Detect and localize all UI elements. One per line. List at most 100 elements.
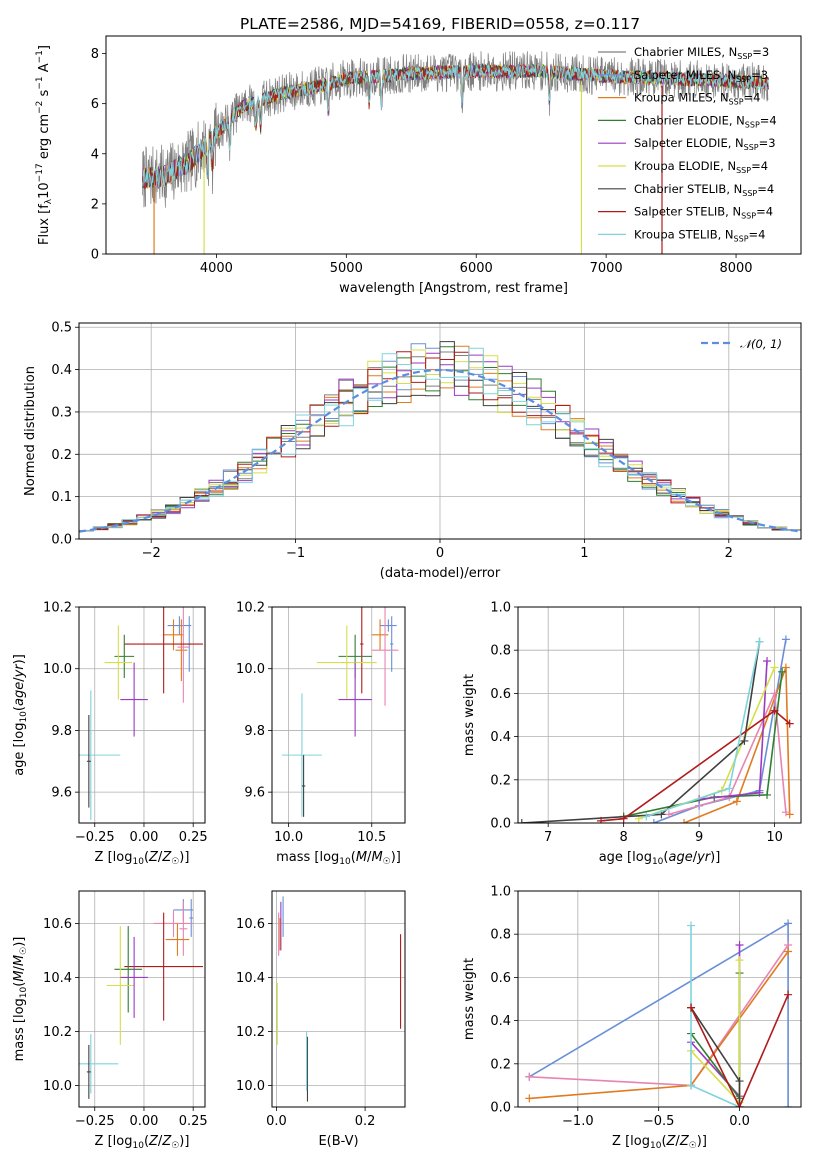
mass-vs-extinction-panel: 0.0 0.2 10.0 10.2 10.4 10.6 E(B-V) <box>236 890 406 1149</box>
weight-marker <box>735 941 744 949</box>
mass-weight-line <box>600 709 791 822</box>
x-tick-label: 5000 <box>330 261 363 276</box>
grid-lines <box>79 891 205 1107</box>
y-tick-label: 9.6 <box>244 786 265 801</box>
x-tick-label: 0.0 <box>729 1114 750 1129</box>
grid-lines <box>272 891 405 1107</box>
y-tick-label: 10.2 <box>236 1025 265 1040</box>
axes-frame <box>271 890 406 1108</box>
plot-area <box>79 341 801 533</box>
plot-area <box>518 635 794 823</box>
residual-histogram-step <box>79 351 801 532</box>
x-axis-label: E(B-V) <box>318 1134 358 1149</box>
axes-frame <box>271 606 406 824</box>
y-tick-label: 0.1 <box>51 490 72 505</box>
weight-marker <box>781 663 790 672</box>
y-tick-label: 0.6 <box>490 687 511 702</box>
plot-area <box>525 919 793 1107</box>
x-tick-label: 7000 <box>590 261 623 276</box>
legend-entry: Salpeter MILES, NSSP=3 <box>634 68 768 84</box>
weight-marker <box>735 1077 744 1086</box>
y-axis-label: Normed distribution <box>23 366 38 496</box>
y-tick-label: 6 <box>91 97 99 112</box>
weight-marker <box>735 956 744 965</box>
weight-marker <box>740 736 749 745</box>
axes-frame <box>78 890 206 1108</box>
y-tick-label: 0 <box>91 248 99 263</box>
y-tick-label: 10.4 <box>43 971 72 986</box>
x-tick-label: 9 <box>695 830 703 845</box>
y-tick-label: 1.0 <box>490 885 511 900</box>
age-vs-metallicity-panel: −0.25 0.00 0.25 9.6 9.8 10.0 10.2 Z [log10(Z/Z☉… <box>12 601 208 868</box>
y-tick-label: 0.2 <box>51 448 72 463</box>
x-axis-label: Z [log10(Z/Z☉)] <box>612 1134 707 1151</box>
y-axis-label: mass weight <box>462 674 477 756</box>
x-axis-label: Z [log10(Z/Z☉)] <box>95 1134 190 1151</box>
model-spectrum-line <box>142 63 769 189</box>
weight-marker <box>725 784 734 793</box>
weight-marker <box>525 1094 534 1103</box>
x-tick-label: 0.00 <box>129 830 158 845</box>
weight-marker <box>784 1103 793 1107</box>
weight-marker <box>642 812 651 821</box>
y-tick-label: 10.0 <box>43 1079 72 1094</box>
weight-marker <box>784 947 793 956</box>
y-tick-label: 0.6 <box>490 971 511 986</box>
x-tick-label: 0.2 <box>355 1114 376 1129</box>
weight-marker <box>597 816 606 823</box>
residual-histogram-step <box>79 347 801 532</box>
y-tick-label: 9.8 <box>244 724 265 739</box>
weight-marker <box>735 1103 744 1107</box>
y-tick-label: 0.0 <box>51 533 72 548</box>
axes-frame <box>517 606 802 824</box>
axes-frame <box>517 890 802 1108</box>
weight-marker <box>680 819 689 823</box>
mass-weight-line <box>683 667 791 823</box>
legend-entry: Chabrier ELODIE, NSSP=4 <box>634 113 777 129</box>
x-tick-label: 6000 <box>460 261 493 276</box>
y-axis-label: age [log10(age/yr)] <box>12 654 29 776</box>
y-tick-label: 0.5 <box>51 321 72 336</box>
y-tick-label: 10.6 <box>43 917 72 932</box>
weight-marker <box>732 797 741 806</box>
y-tick-label: 0.0 <box>490 817 511 832</box>
x-axis-label: age [log10(age/yr)] <box>599 850 721 867</box>
legend-entry: Kroupa STELIB, NSSP=4 <box>634 227 765 243</box>
weight-marker <box>687 1081 696 1090</box>
x-tick-label: 1 <box>580 546 588 561</box>
weight-marker <box>763 657 772 665</box>
legend-entry: 𝒩(0, 1) <box>740 337 782 351</box>
legend-entry: Salpeter ELODIE, NSSP=3 <box>634 136 776 152</box>
x-tick-label: −1 <box>286 546 305 561</box>
y-tick-label: 0.8 <box>490 644 511 659</box>
legend-entry: Salpeter STELIB, NSSP=4 <box>634 205 773 221</box>
axes-frame <box>105 35 802 255</box>
x-tick-label: −1.0 <box>562 1114 594 1129</box>
x-tick-label: 8 <box>620 830 628 845</box>
y-tick-label: 10.4 <box>236 971 265 986</box>
x-tick-label: 0 <box>436 546 444 561</box>
y-tick-label: 10.2 <box>43 1025 72 1040</box>
axes-frame <box>78 322 802 540</box>
y-tick-label: 0.4 <box>51 363 72 378</box>
y-tick-label: 1.0 <box>490 601 511 616</box>
y-tick-label: 9.6 <box>51 786 72 801</box>
residuals-panel: −2 −1 0 1 2 0.0 0.1 0.2 0.3 0.4 0.5 (data-model)/er… <box>23 321 802 581</box>
y-tick-label: 9.8 <box>51 724 72 739</box>
weight-marker <box>525 1072 534 1081</box>
y-tick-label: 2 <box>91 197 99 212</box>
y-tick-label: 10.0 <box>43 662 72 677</box>
mass-weight-line <box>521 641 761 823</box>
grid-lines <box>518 890 801 1108</box>
x-tick-label: −0.25 <box>75 1114 115 1129</box>
y-axis-label: mass [log10(M/M☉)] <box>12 937 29 1062</box>
residuals-legend: 𝒩(0, 1) <box>701 337 782 351</box>
y-tick-label: 10.2 <box>236 601 265 616</box>
mass-weight-vs-metallicity-panel: −1.0 −0.5 0.0 0.0 0.2 0.4 0.6 0.8 1.0 Z [log10(Z/… <box>462 885 802 1151</box>
x-tick-label: 4000 <box>200 261 233 276</box>
weight-marker <box>755 788 764 797</box>
x-tick-label: −0.5 <box>643 1114 675 1129</box>
weight-marker <box>781 635 790 644</box>
x-tick-label: 0.0 <box>266 1114 287 1129</box>
